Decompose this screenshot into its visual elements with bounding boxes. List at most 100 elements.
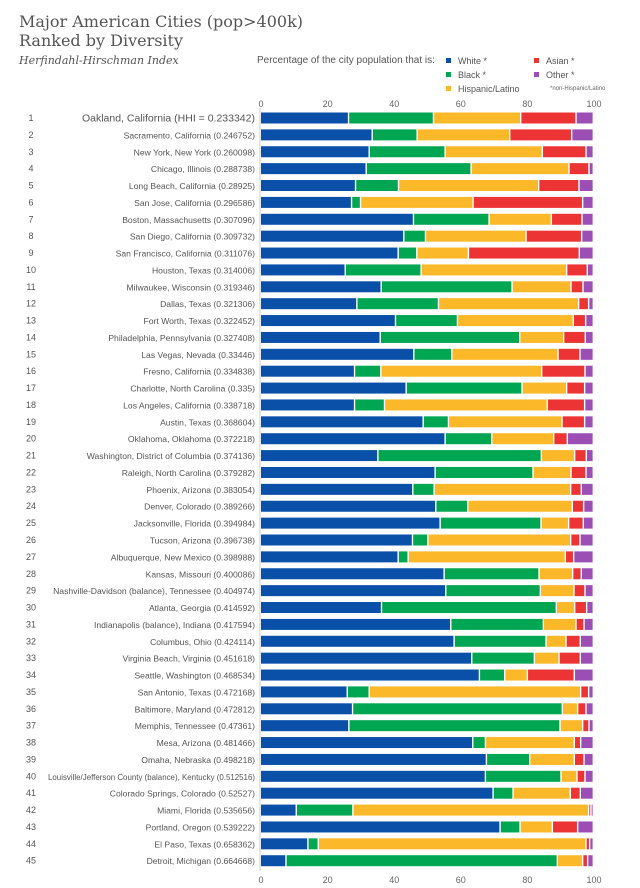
bar-segment-white: [261, 534, 412, 546]
bar-segment-white: [261, 483, 413, 495]
bar-segment-other: [583, 281, 593, 293]
row-label: Portland, Oregon (0.539222): [146, 822, 256, 832]
bar-segment-white: [261, 348, 414, 360]
row-rank: 19: [26, 417, 36, 427]
bar-segment-other: [576, 112, 593, 124]
bar-segment-white: [261, 163, 366, 175]
row-label: Fresno, California (0.334838): [143, 367, 255, 377]
row-rank: 40: [26, 771, 36, 781]
row-label: Charlotte, North Carolina (0.335): [130, 384, 255, 394]
bar-segment-white: [261, 331, 380, 343]
x-tick-label-top: 40: [389, 99, 399, 109]
bar-segment-other: [584, 618, 593, 630]
row-label: Boston, Massachusetts (0.307096): [122, 215, 255, 225]
bar-segment-white: [261, 737, 473, 749]
bar-segment-hispanic: [505, 669, 527, 681]
row-rank: 8: [28, 231, 33, 241]
bar-segment-other: [587, 602, 593, 614]
bar-segment-white: [261, 416, 423, 428]
legend-footnote: *non-Hispanic/Latino: [550, 86, 606, 92]
row-rank: 30: [26, 603, 36, 613]
row-rank: 25: [26, 518, 36, 528]
bar-segment-asian: [583, 720, 589, 732]
row-rank: 4: [28, 164, 33, 174]
bar-segment-black: [366, 163, 471, 175]
bar-segment-other: [585, 365, 593, 377]
bar-segment-white: [261, 703, 352, 715]
bar-segment-black: [413, 534, 428, 546]
bar-segment-asian: [573, 500, 583, 512]
row-label: Raleigh, North Carolina (0.379282): [122, 468, 255, 478]
bar-segment-black: [349, 720, 560, 732]
legend-label-hispanic: Hispanic/Latino: [458, 84, 520, 94]
bar-segment-white: [261, 585, 446, 597]
bar-segment-white: [261, 804, 296, 816]
row-rank: 42: [26, 805, 36, 815]
bar-segment-hispanic: [417, 247, 468, 259]
x-tick-label-top: 100: [586, 99, 601, 109]
bar-segment-hispanic: [468, 500, 572, 512]
row-label: Detroit, Michigan (0.664668): [147, 856, 256, 866]
bar-segment-other: [586, 146, 593, 158]
x-tick-label-bottom: 100: [586, 875, 601, 885]
bar-segment-asian: [543, 146, 586, 158]
bar-segment-black: [414, 213, 489, 225]
bar-segment-black: [414, 348, 452, 360]
row-rank: 12: [26, 299, 36, 309]
bar-segment-white: [261, 247, 398, 259]
bar-segment-hispanic: [544, 618, 576, 630]
bar-segment-hispanic: [546, 635, 566, 647]
bar-segment-other: [589, 298, 593, 310]
bar-segment-black: [444, 568, 539, 580]
bar-segment-white: [261, 281, 381, 293]
bar-segment-hispanic: [381, 365, 541, 377]
x-tick-label-top: 0: [258, 99, 263, 109]
row-rank: 26: [26, 535, 36, 545]
row-label: Virginia Beach, Virginia (0.451618): [123, 654, 256, 664]
bar-segment-black: [296, 804, 353, 816]
bar-segment-black: [382, 602, 556, 614]
bar-segment-hispanic: [434, 483, 570, 495]
bar-segment-hispanic: [385, 399, 547, 411]
row-label: Kansas, Missouri (0.400086): [146, 569, 256, 579]
bar-segment-asian: [576, 618, 584, 630]
bar-segment-hispanic: [426, 230, 526, 242]
bar-segment-hispanic: [512, 281, 571, 293]
bar-segment-black: [378, 450, 541, 462]
row-label: Las Vegas, Nevada (0.33446): [141, 350, 255, 360]
row-label: Washington, District of Columbia (0.3741…: [87, 451, 255, 461]
bar-segment-asian: [564, 331, 585, 343]
row-label: Sacramento, California (0.246752): [124, 130, 256, 140]
bar-segment-other: [581, 737, 593, 749]
bar-segment-asian: [575, 602, 586, 614]
bar-segment-white: [261, 500, 436, 512]
x-tick-label-top: 20: [323, 99, 333, 109]
bar-segment-black: [380, 331, 520, 343]
bar-segment-hispanic: [542, 450, 574, 462]
legend-swatch-other: [534, 72, 539, 78]
bar-segment-hispanic: [535, 652, 559, 664]
row-label: Milwaukee, Wisconsin (0.319346): [127, 282, 256, 292]
bar-segment-hispanic: [417, 129, 510, 141]
bar-segment-black: [398, 551, 408, 563]
bar-segment-asian: [579, 298, 588, 310]
bar-segment-white: [261, 230, 404, 242]
row-rank: 10: [26, 265, 36, 275]
bar-segment-asian: [567, 264, 587, 276]
bar-segment-other: [584, 500, 593, 512]
bar-segment-white: [261, 770, 485, 782]
row-rank: 41: [26, 788, 36, 798]
bar-segment-asian: [589, 804, 591, 816]
row-label: Chicago, Illinois (0.288738): [151, 164, 255, 174]
bar-segment-hispanic: [561, 770, 577, 782]
row-rank: 37: [26, 721, 36, 731]
bar-segment-white: [261, 382, 406, 394]
bar-segment-black: [353, 703, 562, 715]
bar-segment-other: [578, 821, 593, 833]
row-label: Tucson, Arizona (0.396738): [150, 536, 255, 546]
bar-segment-other: [588, 264, 593, 276]
bar-segment-hispanic: [452, 348, 558, 360]
bar-segment-white: [261, 618, 451, 630]
bar-segment-white: [261, 365, 354, 377]
bar-segment-hispanic: [513, 787, 570, 799]
